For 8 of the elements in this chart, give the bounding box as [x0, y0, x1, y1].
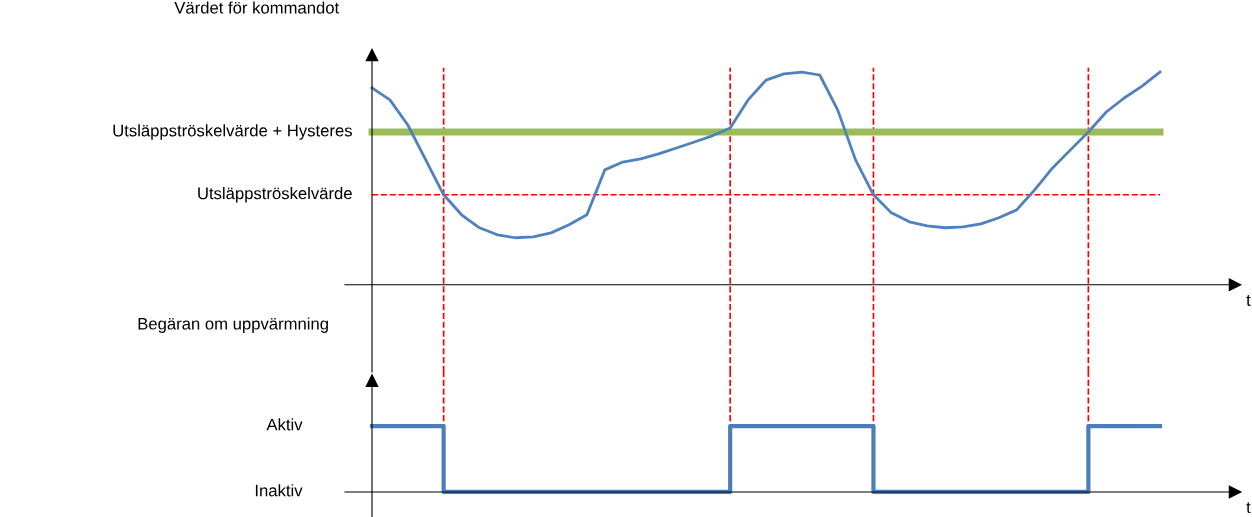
text: Aktiv — [266, 418, 303, 431]
y-axis-title: Begäran om uppvärmning — [138, 317, 328, 333]
x-axis-title: t — [1246, 294, 1251, 306]
ref-line-label: Utsläppströskelvärde + Hysteres — [113, 124, 352, 140]
ref-line-label: Utsläppströskelvärde — [198, 187, 352, 203]
y-axis-title: Värdet för kommandot — [174, 1, 340, 14]
x-axis-title: t — [1246, 502, 1251, 514]
text: Inaktiv — [255, 484, 303, 497]
